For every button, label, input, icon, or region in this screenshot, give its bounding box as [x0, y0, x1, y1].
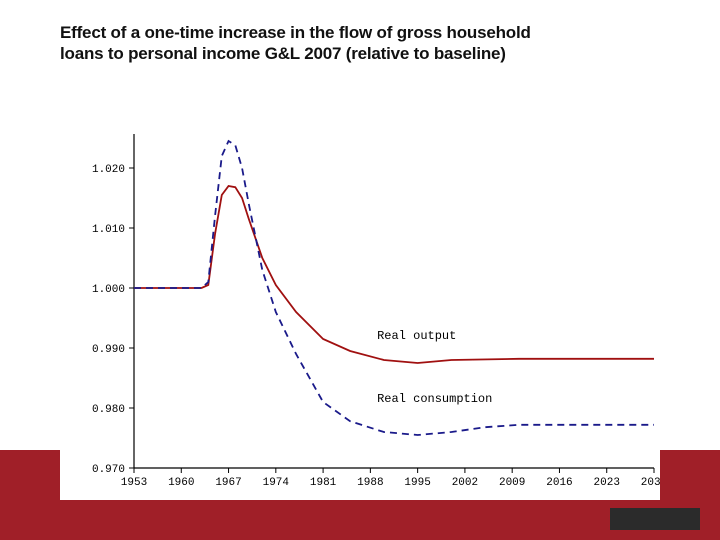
x-tick-label: 2023	[594, 477, 620, 489]
x-tick-label: 1981	[310, 477, 337, 489]
series-label-real_consumption: Real consumption	[377, 392, 492, 406]
y-tick-label: 1.000	[92, 284, 125, 296]
y-tick-label: 1.020	[92, 164, 125, 176]
line-chart: 0.970 0.980 0.990 1.000 1.010 1.020 1953 1960 19…	[60, 110, 660, 500]
x-tick-label: 2002	[452, 477, 478, 489]
slide: Effect of a one-time increase in the flo…	[0, 0, 720, 540]
x-tick-label: 1960	[168, 477, 194, 489]
slide-title-line1: Effect of a one-time increase in the flo…	[60, 23, 531, 42]
series-label-real_output: Real output	[377, 329, 456, 343]
x-tick-label: 1988	[357, 477, 383, 489]
x-tick-label: 1974	[263, 477, 290, 489]
slide-title: Effect of a one-time increase in the flo…	[60, 22, 660, 65]
x-tick-label: 2030	[641, 477, 660, 489]
x-tick-label: 1953	[121, 477, 147, 489]
y-tick-label: 0.980	[92, 404, 125, 416]
footer-logo-box	[610, 508, 700, 530]
x-tick-label: 2009	[499, 477, 525, 489]
series-real_consumption	[134, 141, 654, 435]
x-tick-label: 1995	[404, 477, 430, 489]
y-tick-label: 1.010	[92, 224, 125, 236]
x-tick-label: 2016	[546, 477, 572, 489]
y-tick-label: 0.970	[92, 464, 125, 476]
y-tick-label: 0.990	[92, 344, 125, 356]
slide-title-line2: loans to personal income G&L 2007 (relat…	[60, 44, 506, 63]
x-tick-label: 1967	[215, 477, 241, 489]
